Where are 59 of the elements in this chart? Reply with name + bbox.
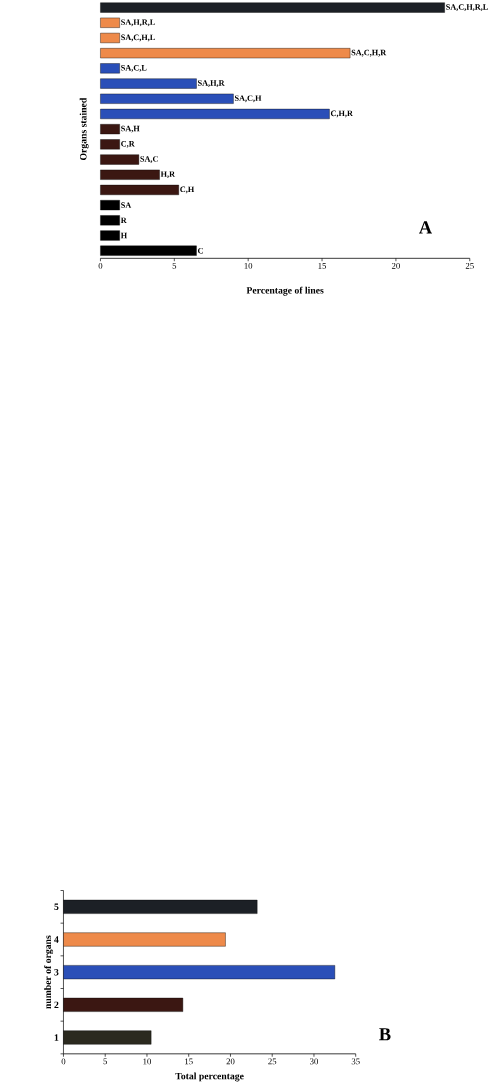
category-label: SA,C,H,R [351, 49, 387, 57]
bar [100, 124, 120, 135]
y-tick-label: 4 [54, 936, 59, 943]
bar [100, 215, 120, 226]
category-label: SA,C,H,L [121, 34, 155, 42]
bar [100, 2, 445, 13]
x-tick-label: 5 [103, 1058, 107, 1065]
x-axis-title: Percentage of lines [246, 286, 324, 296]
bar [100, 169, 160, 180]
bar [100, 200, 120, 211]
bar [100, 245, 197, 256]
x-tick-label: 5 [172, 262, 177, 269]
x-tick-label: 10 [143, 1058, 151, 1065]
bar [100, 48, 351, 59]
category-label: C,R [121, 140, 135, 148]
category-label: H [120, 232, 127, 239]
bar [100, 230, 120, 241]
y-axis-title: Organs stained [79, 97, 89, 161]
category-label: SA,C,L [121, 65, 147, 72]
bar [100, 17, 120, 28]
category-label: C,H,R [330, 110, 353, 118]
y-tick-label: 2 [54, 1001, 59, 1009]
x-axis-title: Total percentage [175, 1072, 244, 1082]
y-tick-label: 5 [54, 903, 59, 911]
text: B [378, 1028, 391, 1041]
category-label: C,H [180, 186, 194, 194]
y-tick-label: 3 [54, 968, 59, 976]
x-tick-label: 25 [268, 1058, 277, 1065]
category-label: SA,H,R,L [121, 19, 155, 27]
category-label: SA [121, 202, 132, 208]
bar [100, 139, 120, 150]
x-tick-label: 20 [391, 262, 400, 269]
x-tick-label: 30 [309, 1058, 318, 1065]
category-label: SA,H,R [197, 80, 225, 87]
x-tick-label: 15 [318, 262, 326, 269]
category-label: SA,C [140, 156, 158, 163]
x-tick-label: 15 [184, 1058, 193, 1065]
x-tick-label: 35 [351, 1058, 360, 1065]
bar [100, 78, 197, 89]
x-tick-label: 0 [61, 1058, 66, 1065]
category-label: SA,H [121, 125, 140, 133]
category-label: SA,C,H [234, 95, 262, 103]
category-label: SA,C,H,R,L [446, 4, 488, 11]
x-tick-label: 10 [244, 262, 253, 269]
bar [100, 63, 120, 74]
bar [100, 184, 179, 195]
annotation: A [418, 221, 432, 234]
category-label: R [120, 217, 127, 224]
bar [100, 93, 234, 104]
bar [100, 32, 120, 44]
bar [100, 154, 139, 165]
category-label: H,R [160, 171, 175, 179]
bar [100, 108, 330, 119]
y-tick-label: 1 [54, 1034, 59, 1041]
category-label: C [197, 247, 203, 254]
y-axis-title: number of organs [44, 935, 53, 1009]
x-tick-label: 20 [226, 1058, 235, 1065]
x-tick-label: 0 [98, 262, 103, 269]
x-tick-label: 25 [465, 262, 474, 269]
